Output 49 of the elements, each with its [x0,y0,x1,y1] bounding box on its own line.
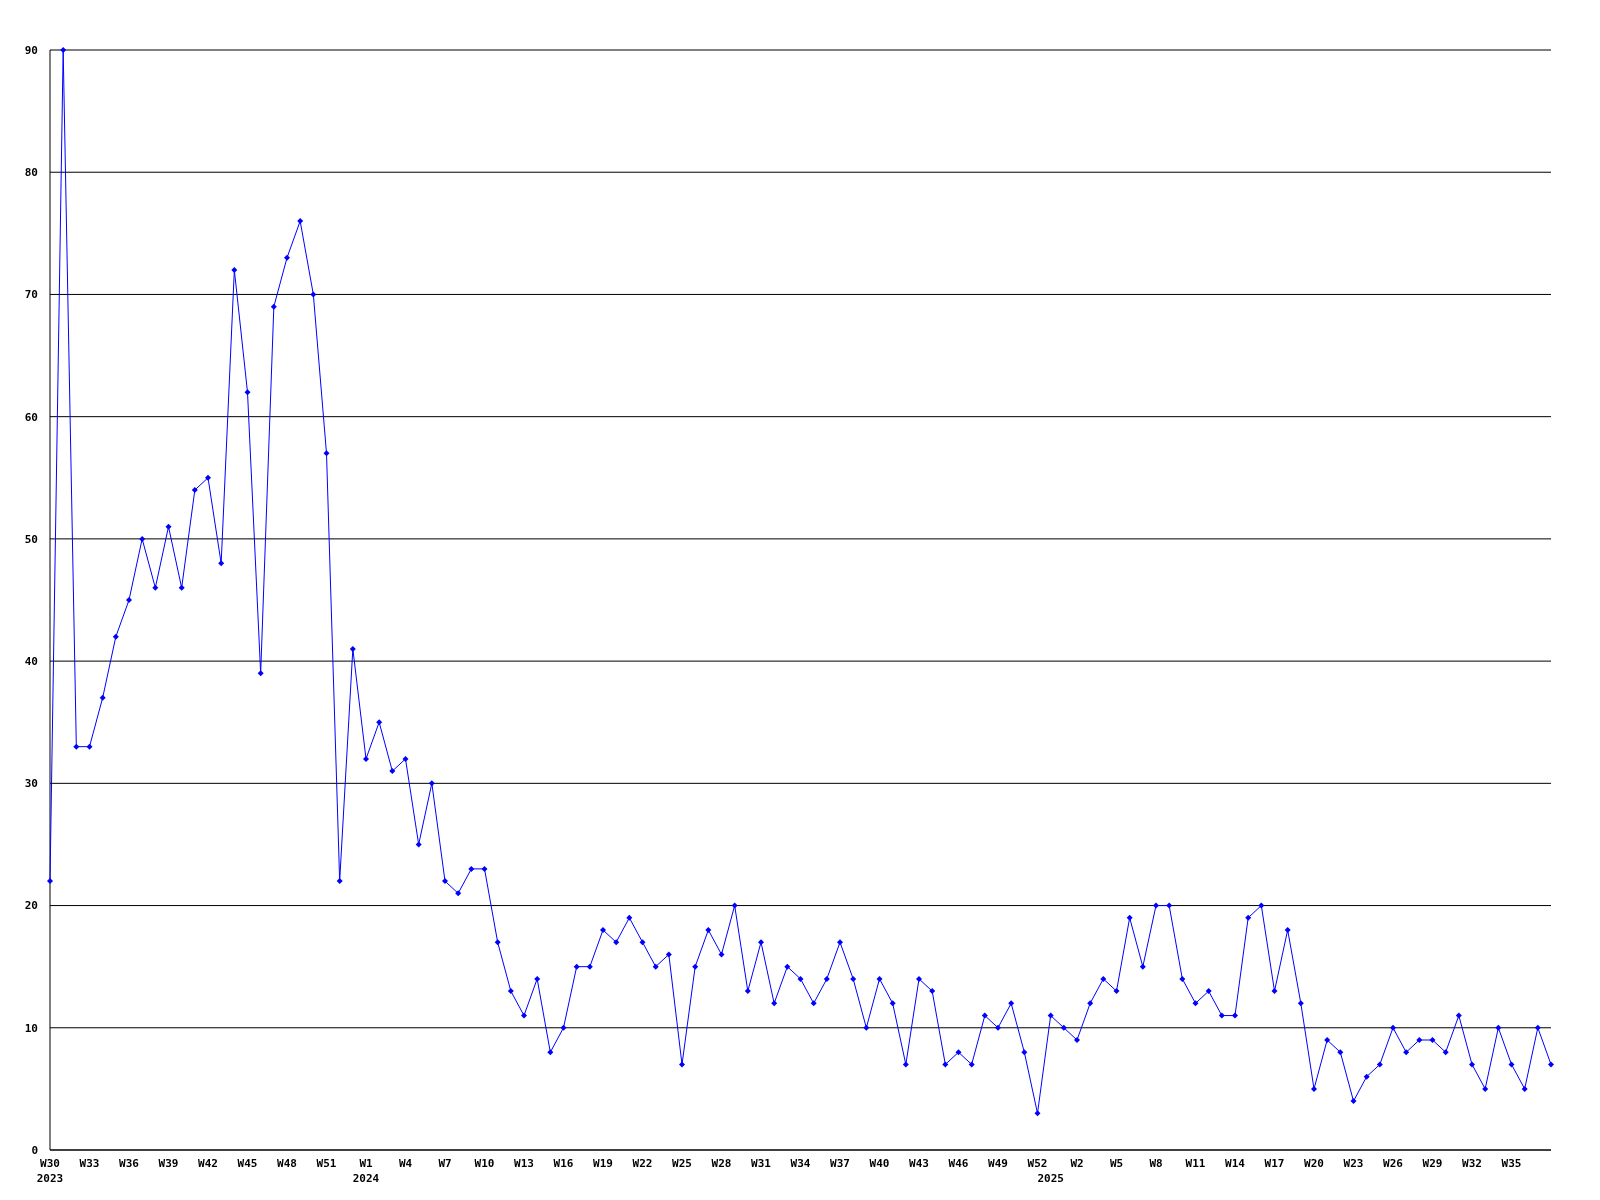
x-tick-label: W45 [237,1157,258,1170]
x-tick-label: W19 [593,1157,613,1170]
x-tick-label: W33 [79,1157,100,1170]
x-tick-label: W17 [1264,1157,1285,1170]
y-tick-label: 50 [24,532,38,546]
x-tick-label: W8 [1149,1157,1163,1170]
x-tick-label: W32 [1462,1157,1482,1170]
y-tick-label: 80 [24,166,38,180]
x-tick-label: W49 [988,1157,1008,1170]
x-tick-label: W22 [632,1157,653,1170]
x-tick-label: W23 [1343,1157,1364,1170]
x-tick-label: W2 [1070,1157,1084,1170]
x-tick-label: W14 [1225,1157,1246,1170]
x-tick-label: W13 [514,1157,534,1170]
x-tick-label: W52 [1027,1157,1048,1170]
x-tick-label: W46 [948,1157,969,1170]
y-tick-label: 10 [24,1021,38,1035]
x-tick-label: W26 [1383,1157,1404,1170]
y-tick-label: 40 [24,654,38,668]
x-tick-label: 2025 [1037,1172,1064,1185]
x-tick-label: W4 [398,1157,413,1170]
x-tick-label: W29 [1422,1157,1443,1170]
x-tick-label: W36 [119,1157,140,1170]
x-tick-label: W34 [790,1157,811,1170]
x-tick-label: W43 [909,1157,929,1170]
x-tick-label: W7 [438,1157,452,1170]
x-tick-label: W48 [277,1157,297,1170]
y-tick-label: 20 [24,899,38,913]
x-tick-label: W1 2024 [352,1157,380,1185]
x-tick-label: W10 [474,1157,495,1170]
x-tick-label: W20 [1304,1157,1324,1170]
x-tick-label: W37 [830,1157,850,1170]
x-tick-label: W11 [1185,1157,1206,1170]
x-tick-label: W28 [711,1157,732,1170]
y-tick-label: 90 [24,43,38,57]
x-tick-label: W25 [672,1157,692,1170]
y-tick-label: 70 [24,288,38,302]
x-tick-label: W35 [1501,1157,1522,1170]
y-tick-label: 30 [24,777,38,791]
x-tick-label: W40 [869,1157,890,1170]
x-tick-label: W51 [316,1157,337,1170]
x-tick-label: W31 [751,1157,772,1170]
x-tick-label: W16 [553,1157,574,1170]
y-tick-label: 0 [31,1143,38,1157]
x-tick-label: W5 [1109,1157,1124,1170]
x-tick-label: W39 [158,1157,179,1170]
y-tick-label: 60 [24,410,38,424]
x-tick-label: W30 2023 [36,1157,64,1185]
x-tick-label: W42 [198,1157,218,1170]
